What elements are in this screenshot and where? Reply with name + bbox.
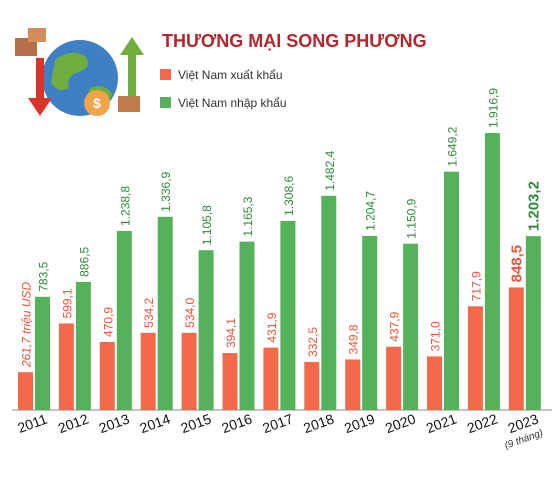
bar bbox=[280, 220, 296, 410]
bar bbox=[362, 235, 378, 410]
value-label: 349,8 bbox=[347, 324, 361, 354]
bar bbox=[222, 353, 238, 410]
bar bbox=[345, 359, 361, 410]
bar bbox=[181, 332, 197, 410]
value-label: 1.482,4 bbox=[323, 150, 337, 190]
legend-label: Việt Nam xuất khẩu bbox=[178, 68, 283, 82]
bar bbox=[444, 171, 459, 410]
value-label: 848,5 bbox=[508, 245, 525, 283]
x-tick-label: 2021 bbox=[424, 410, 459, 436]
bar bbox=[140, 332, 156, 410]
value-label: 1.203,2 bbox=[525, 181, 542, 231]
x-tick-label: 2018 bbox=[301, 410, 336, 436]
bar bbox=[35, 296, 50, 410]
value-label: 261,7 triệu USD bbox=[20, 281, 34, 368]
legend: Việt Nam xuất khẩu Việt Nam nhập khẩu bbox=[160, 68, 287, 110]
value-label: 1.916,9 bbox=[486, 88, 500, 128]
value-label: 886,5 bbox=[77, 247, 91, 277]
value-label: 1.308,6 bbox=[282, 176, 296, 216]
bar bbox=[525, 236, 541, 410]
value-label: 1.649,2 bbox=[446, 126, 460, 166]
value-label: 717,9 bbox=[469, 271, 483, 301]
value-label: 437,9 bbox=[388, 311, 402, 341]
x-tick-label: 2014 bbox=[138, 410, 173, 436]
x-tick-label: 2017 bbox=[260, 410, 295, 436]
bar bbox=[239, 241, 255, 410]
bar bbox=[75, 281, 91, 410]
bar bbox=[304, 361, 320, 410]
bar bbox=[403, 243, 419, 410]
x-tick-label: 2012 bbox=[56, 410, 91, 436]
legend-swatch bbox=[160, 97, 171, 108]
bar bbox=[116, 230, 132, 410]
value-label: 1.150,9 bbox=[405, 198, 419, 238]
chart-title: THƯƠNG MẠI SONG PHƯƠNG bbox=[162, 31, 427, 51]
bar bbox=[263, 347, 279, 410]
value-label: 1.238,8 bbox=[118, 186, 132, 226]
bar bbox=[508, 287, 524, 410]
trade-icon: $ bbox=[15, 28, 144, 116]
bar bbox=[467, 306, 483, 410]
value-label: 1.336,9 bbox=[159, 171, 173, 211]
value-label: 394,1 bbox=[224, 318, 238, 348]
bar bbox=[58, 323, 74, 410]
value-label: 332,5 bbox=[306, 327, 320, 357]
value-label: 534,0 bbox=[183, 297, 197, 327]
x-tick-label: 2011 bbox=[15, 411, 49, 436]
bar bbox=[157, 216, 173, 410]
value-label: 599,1 bbox=[60, 288, 74, 318]
x-tick-label: 2013 bbox=[97, 410, 132, 436]
x-tick-label: 2016 bbox=[219, 410, 254, 436]
bar bbox=[198, 250, 214, 410]
value-label: 783,5 bbox=[37, 261, 51, 291]
value-label: 534,2 bbox=[142, 297, 156, 327]
bar bbox=[427, 356, 442, 410]
svg-text:$: $ bbox=[93, 95, 101, 111]
value-label: 470,9 bbox=[101, 307, 115, 337]
bar bbox=[484, 133, 500, 410]
bar bbox=[18, 372, 33, 410]
value-label: 431,9 bbox=[265, 312, 279, 342]
value-label: 1.105,8 bbox=[200, 205, 214, 245]
legend-swatch bbox=[160, 69, 171, 80]
x-tick-label: 2019 bbox=[342, 410, 377, 436]
value-label: 1.165,3 bbox=[241, 196, 255, 236]
value-label: 1.204,7 bbox=[364, 191, 378, 231]
x-tick-label: 2022 bbox=[465, 410, 500, 436]
x-tick-label: 2015 bbox=[179, 410, 214, 436]
bar bbox=[321, 195, 337, 410]
value-label: 371,0 bbox=[429, 321, 443, 351]
bar bbox=[99, 341, 115, 410]
legend-label: Việt Nam nhập khẩu bbox=[178, 96, 287, 110]
bar bbox=[386, 346, 402, 410]
x-tick-label: 2020 bbox=[383, 410, 418, 436]
